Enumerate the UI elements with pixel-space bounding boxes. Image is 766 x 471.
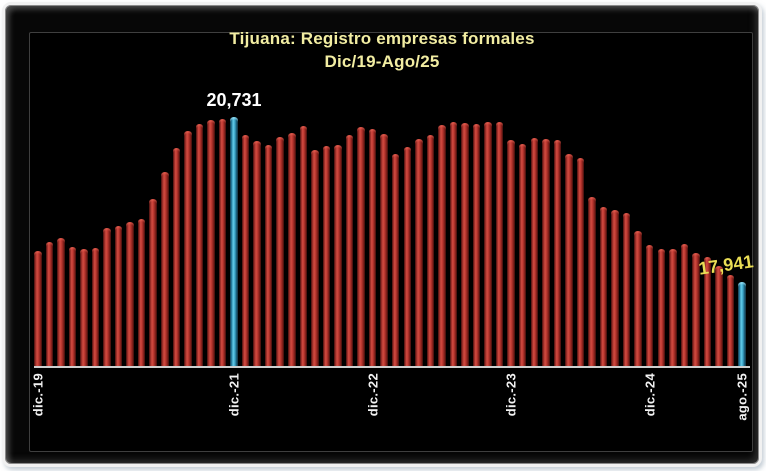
bar: [461, 123, 469, 367]
bar: [542, 138, 550, 367]
bar: [103, 227, 111, 367]
bar: [68, 246, 77, 367]
x-tick-label: dic.-21: [227, 373, 242, 416]
plot-area: [34, 36, 746, 367]
bar: [553, 139, 562, 367]
bar: [276, 137, 284, 367]
bar: [380, 133, 388, 367]
x-tick-text: ago.-25: [734, 373, 750, 421]
bar: [588, 197, 596, 367]
bar: [241, 134, 250, 367]
bar: [161, 172, 169, 367]
bar: [484, 122, 492, 367]
bar: [657, 249, 666, 367]
bar: [726, 274, 735, 367]
bar: [507, 139, 515, 367]
bar: [195, 123, 204, 367]
bar: [680, 243, 689, 367]
bar: [495, 122, 504, 367]
bar: [57, 238, 65, 367]
bar: [622, 213, 631, 367]
chart-frame: Tijuana: Registro empresas formales Dic/…: [2, 2, 762, 467]
bar: [438, 125, 446, 367]
bar: [322, 146, 331, 367]
x-tick-label: dic.-24: [643, 373, 658, 416]
bar: [114, 225, 123, 367]
x-tick-label: dic.-23: [504, 373, 519, 416]
bar: [449, 121, 458, 367]
x-tick-text: dic.-22: [365, 373, 381, 417]
bar: [715, 266, 723, 367]
bar: [357, 127, 365, 367]
x-tick-text: dic.-19: [30, 373, 46, 417]
bar: [611, 209, 619, 367]
bar: [703, 257, 712, 367]
bar: [334, 144, 342, 367]
chart-title: Tijuana: Registro empresas formales Dic/…: [5, 27, 759, 73]
bar: [403, 147, 411, 367]
bar: [645, 245, 654, 367]
bar: [34, 251, 42, 367]
bar: [91, 248, 100, 367]
bar: [172, 148, 181, 367]
bar: [692, 253, 700, 367]
bar: [669, 249, 677, 367]
bar: [149, 198, 157, 367]
chart-title-line1: Tijuana: Registro empresas formales: [229, 29, 535, 48]
bar: [45, 242, 54, 367]
bar: [530, 137, 539, 367]
bar-highlighted: [230, 117, 238, 367]
bar: [345, 134, 354, 367]
bar: [218, 118, 227, 367]
x-tick-label: dic.-22: [366, 373, 381, 416]
bar: [207, 120, 215, 367]
x-tick-label: ago.-25: [735, 373, 750, 421]
chart-title-line2: Dic/19-Ago/25: [324, 52, 440, 71]
bar: [80, 249, 88, 367]
bar: [264, 145, 273, 367]
x-tick-label: dic.-19: [31, 373, 46, 416]
bar: [599, 206, 608, 367]
x-tick-text: dic.-21: [226, 373, 242, 417]
bar: [565, 153, 573, 367]
bar: [426, 134, 435, 367]
x-axis-line: [34, 366, 750, 368]
bar: [253, 141, 261, 367]
bar: [634, 231, 642, 367]
value-label: 20,731: [206, 90, 262, 110]
bar: [184, 130, 192, 367]
bar: [391, 154, 400, 367]
bar: [288, 133, 296, 367]
bar: [472, 124, 481, 367]
bar: [576, 158, 585, 367]
bar: [299, 125, 308, 367]
bar: [368, 128, 377, 367]
bar: [415, 138, 423, 367]
bar: [126, 221, 134, 367]
bar: [137, 218, 146, 367]
x-tick-text: dic.-24: [642, 373, 658, 417]
bar-highlighted: [738, 281, 746, 367]
x-tick-text: dic.-23: [503, 373, 519, 417]
bar: [518, 143, 527, 367]
bar-series: [34, 36, 746, 367]
bar: [311, 150, 319, 367]
